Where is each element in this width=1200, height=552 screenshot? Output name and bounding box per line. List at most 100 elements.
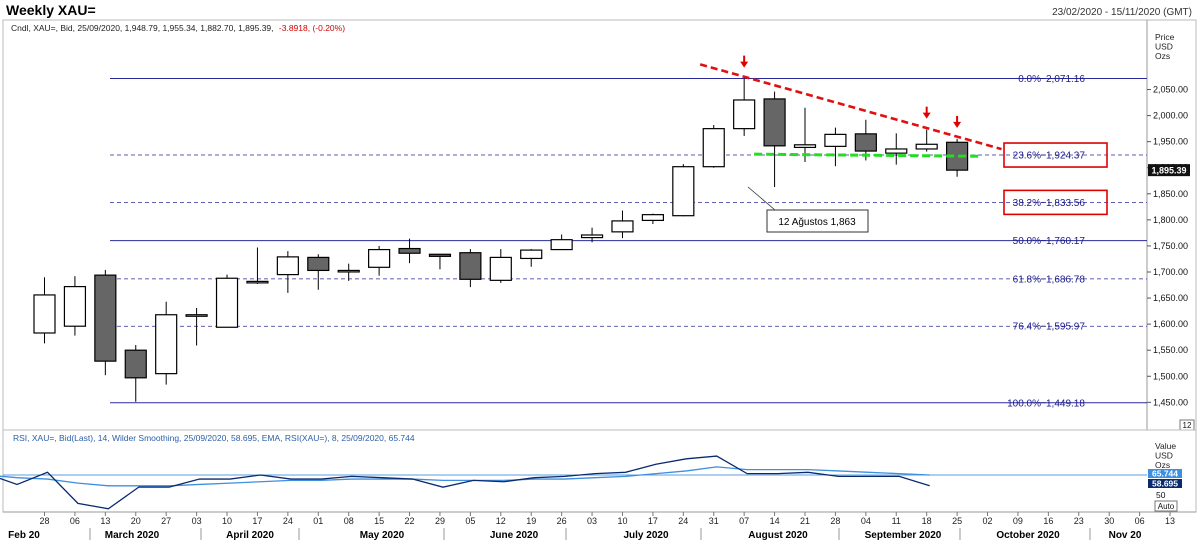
x-day-label: 06 (70, 516, 80, 526)
rsi-info-label: RSI, XAU=, Bid(Last), 14, Wilder Smoothi… (13, 433, 415, 443)
candle-body (155, 314, 178, 375)
candle-body (368, 248, 391, 268)
price-tick-label: 1,800.00 (1153, 215, 1188, 225)
x-day-label: 12 (496, 516, 506, 526)
x-day-label: 25 (952, 516, 962, 526)
support-line (754, 152, 980, 158)
x-month-label: Feb 20 (8, 530, 40, 541)
fib-value-label: 2,071.16 (1046, 74, 1085, 85)
auto-scale-button[interactable] (1154, 500, 1178, 512)
candle-body (124, 349, 147, 379)
candle-body (489, 256, 512, 281)
candle-body (185, 314, 208, 317)
candle-body (733, 99, 756, 130)
x-day-label: 03 (192, 516, 202, 526)
fib-level-label: 50.0% (1013, 236, 1041, 247)
x-day-label: 24 (283, 516, 293, 526)
price-tick-label: 1,450.00 (1153, 397, 1188, 407)
x-month-label: April 2020 (226, 530, 274, 541)
price-tick-label: 2,050.00 (1153, 85, 1188, 95)
candle-body (641, 214, 665, 221)
rsi-axis-title: USD (1155, 451, 1173, 461)
price-tick-label: 1,600.00 (1153, 319, 1188, 329)
candle-body (337, 269, 360, 273)
fib-value-label: 1,924.37 (1046, 151, 1085, 162)
x-day-label: 04 (861, 516, 871, 526)
x-day-label: 05 (465, 516, 475, 526)
resistance-trendline (699, 63, 1002, 151)
price-tick-label: 1,650.00 (1153, 293, 1188, 303)
price-tick-label: 1,850.00 (1153, 189, 1188, 199)
x-month-label: June 2020 (490, 530, 539, 541)
price-tick-label: 1,750.00 (1153, 241, 1188, 251)
candle-body (824, 133, 847, 147)
x-day-label: 06 (1135, 516, 1145, 526)
candle-body (580, 234, 604, 239)
candle-body (702, 128, 725, 168)
candle-body (885, 148, 908, 154)
x-day-label: 11 (892, 516, 901, 526)
price-tick-label: 1,700.00 (1153, 267, 1188, 277)
fib-level-label: 100.0% (1007, 398, 1041, 409)
candle-body (215, 277, 239, 328)
candle-body (398, 247, 421, 254)
fib-value-label: 1,595.97 (1046, 322, 1085, 333)
x-day-label: 16 (1043, 516, 1053, 526)
candle-body (307, 256, 330, 272)
fib-highlight-box (1003, 142, 1108, 168)
x-day-label: 21 (800, 516, 810, 526)
x-month-label: May 2020 (360, 530, 405, 541)
x-month-label: Nov 20 (1109, 530, 1142, 541)
x-day-label: 01 (313, 516, 323, 526)
x-month-label: March 2020 (105, 530, 160, 541)
period-box-label: 12 (1183, 421, 1192, 430)
x-day-label: 28 (830, 516, 840, 526)
x-month-label: October 2020 (996, 530, 1060, 541)
candle-body (428, 253, 452, 257)
low-callout: 12 Ağustos 1,863 (747, 186, 869, 233)
x-day-label: 13 (100, 516, 110, 526)
x-day-label: 03 (587, 516, 597, 526)
candle-body (246, 280, 269, 284)
fib-value-label: 1,686.78 (1046, 274, 1085, 285)
rsi-line (0, 455, 930, 510)
callout-box (766, 209, 869, 233)
candle-body (854, 133, 877, 152)
price-tick-label: 2,000.00 (1153, 111, 1188, 121)
candle-body (672, 166, 695, 217)
price-panel (2, 19, 1197, 431)
x-day-label: 19 (526, 516, 536, 526)
fib-level-label: 0.0% (1018, 74, 1041, 85)
x-day-label: 08 (344, 516, 354, 526)
candle-body (915, 143, 938, 150)
x-day-label: 17 (648, 516, 658, 526)
fib-value-label: 1,449.18 (1046, 398, 1085, 409)
date-range: 23/02/2020 - 15/11/2020 (GMT) (1052, 7, 1192, 18)
rsi-axis-unit: Ozs (1155, 460, 1170, 470)
rsi-value-tag (1148, 479, 1182, 488)
candle-body (793, 144, 817, 149)
price-info-change: -3.8918, (-0.20%) (279, 23, 345, 33)
x-day-label: 07 (739, 516, 749, 526)
candle-body (550, 239, 573, 251)
rsi-value-label: 58.695 (1152, 479, 1178, 489)
x-day-label: 13 (1165, 516, 1175, 526)
candle-body (459, 252, 482, 280)
callout-text: 12 Ağustos 1,863 (778, 217, 856, 228)
x-month-label: September 2020 (865, 530, 942, 541)
price-axis-title: USD (1155, 42, 1173, 52)
auto-scale-label: Auto (1158, 502, 1175, 511)
chart-title: Weekly XAU= (6, 2, 96, 18)
x-day-label: 17 (252, 516, 262, 526)
x-day-label: 14 (770, 516, 780, 526)
price-tick-label: 1,550.00 (1153, 345, 1188, 355)
price-info-label: Cndl, XAU=, Bid, 25/09/2020, 1,948.79, 1… (11, 23, 345, 33)
candle-body (63, 285, 87, 327)
x-day-label: 23 (1074, 516, 1084, 526)
ema-line (0, 466, 930, 487)
x-day-label: 24 (678, 516, 688, 526)
candle-body (763, 98, 786, 147)
x-day-label: 15 (374, 516, 384, 526)
price-tick-label: 1,500.00 (1153, 371, 1188, 381)
